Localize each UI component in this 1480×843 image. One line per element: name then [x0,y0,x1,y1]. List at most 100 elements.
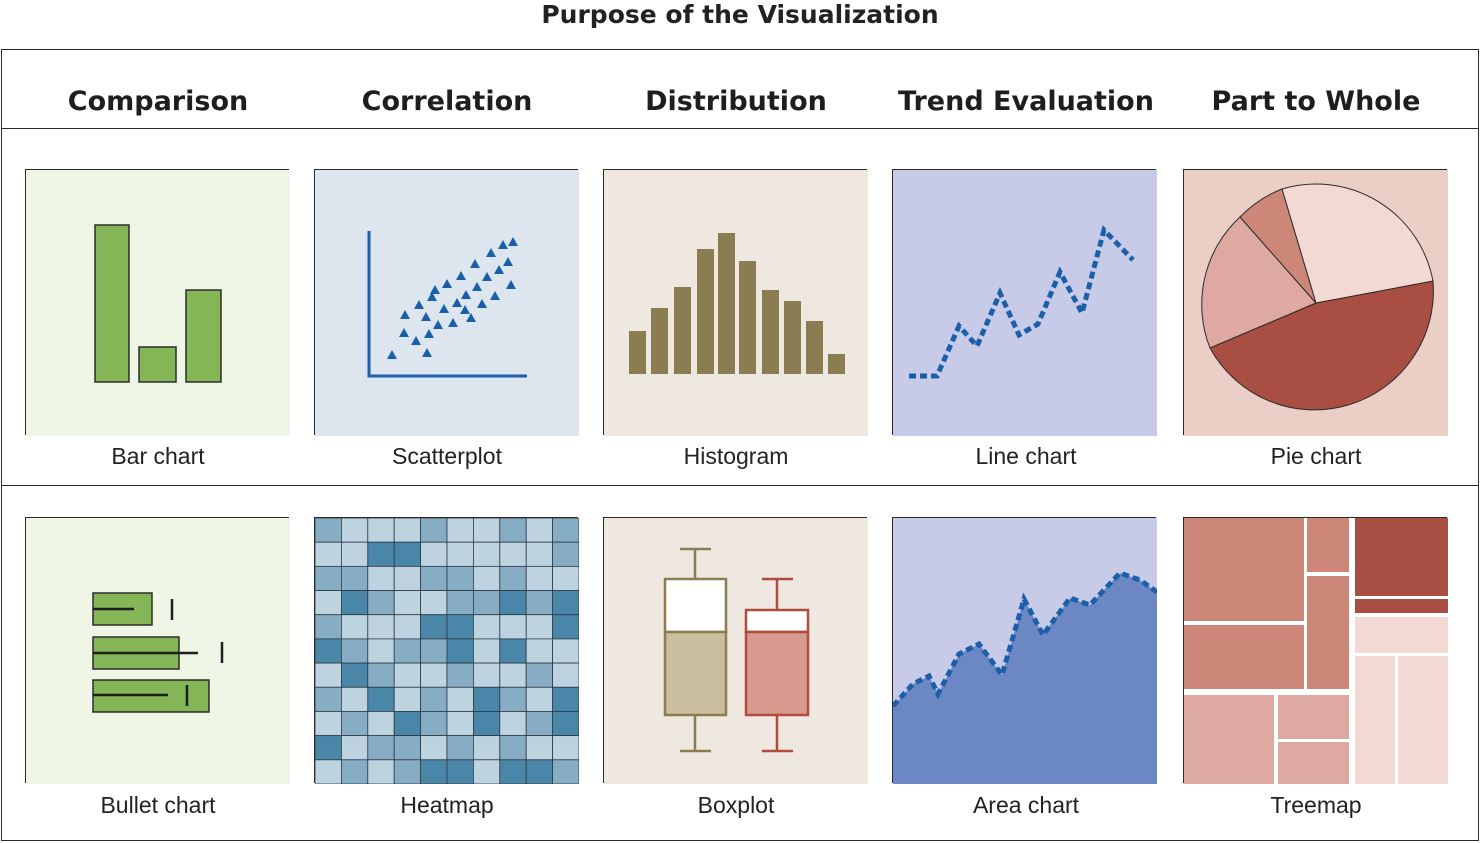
heatmap-cell [420,541,448,567]
scatter-marker [472,282,482,291]
heatmap-cell [340,590,369,616]
heatmap-cell [446,590,474,616]
heatmap-cell [393,614,421,640]
heatmap-cell [472,686,501,712]
scatter-marker [490,291,500,300]
column-header-trend-evaluation: Trend Evaluation [898,86,1154,117]
heatmap-cell [472,711,501,737]
heatmap-cell [367,686,395,712]
heatmap-cell [393,518,421,543]
scatter-marker [494,265,504,274]
heatmap-cell [552,686,579,712]
heatmap-cell [367,662,395,688]
heatmap-icon [314,517,579,784]
heatmap-cell [446,518,474,543]
column-header-part-to-whole: Part to Whole [1211,86,1421,117]
heatmap-cell [367,735,395,761]
row-divider [1,485,1479,486]
heatmap-cell [499,759,527,784]
heatmap-cell [472,590,501,616]
heatmap-cell [340,662,369,688]
heatmap-cell [472,662,501,688]
scatter-marker [421,312,431,321]
heatmap-cell [367,541,395,567]
heatmap-cell [446,638,474,664]
heatmap-cell [499,590,527,616]
heatmap-cell [420,638,448,664]
heatmap-cell [446,711,474,737]
heatmap-cell [367,759,395,784]
column-header-distribution: Distribution [645,86,827,117]
heatmap-cell [499,565,527,591]
heatmap-cell [393,735,421,761]
heatmap-cell [340,614,369,640]
heatmap-cell [393,662,421,688]
heatmap-cell [446,541,474,567]
heatmap-cell [525,590,553,616]
scatter-marker [456,271,466,280]
heatmap-cell [499,711,527,737]
heatmap-cell [446,614,474,640]
heatmap-cell [420,662,448,688]
scatter-marker [387,350,397,359]
scatter-marker [460,305,470,314]
bullet-chart-icon [25,517,290,784]
heatmap-cell [340,759,369,784]
heatmap-cell [315,686,342,712]
heatmap-cell [420,735,448,761]
heatmap-cell [315,541,342,567]
scatter-marker [439,304,449,313]
heatmap-cell [420,590,448,616]
histogram-icon [603,169,868,436]
heatmap-cell [525,711,553,737]
heatmap-cell [340,518,369,543]
scatter-marker [461,290,471,299]
label-line-chart: Line chart [975,443,1077,469]
heatmap-cell [525,565,553,591]
heatmap-cell [472,541,501,567]
heatmap-cell [340,541,369,567]
heatmap-cell [552,759,579,784]
heatmap-cell [499,614,527,640]
heatmap-cell [420,711,448,737]
heatmap-cell [315,638,342,664]
heatmap-cell [393,686,421,712]
heatmap-cell [446,662,474,688]
figure-frame [1,49,1479,841]
heatmap-cell [552,590,579,616]
heatmap-cell [499,541,527,567]
heatmap-cell [472,565,501,591]
scatter-marker [422,348,432,357]
scatter-marker [508,237,518,246]
scatter-marker [448,318,458,327]
heatmap-cell [552,614,579,640]
header-divider [1,128,1479,129]
heatmap-cell [472,735,501,761]
scatter-marker [399,328,409,337]
heatmap-cell [552,711,579,737]
heatmap-cell [499,662,527,688]
scatter-marker [482,272,492,281]
heatmap-cell [472,614,501,640]
scatter-marker [506,280,516,289]
heatmap-cell [446,565,474,591]
heatmap-cell [393,541,421,567]
heatmap-cell [472,759,501,784]
heatmap-cell [340,711,369,737]
heatmap-cell [315,735,342,761]
scatter-marker [430,285,440,294]
scatter-marker [433,320,443,329]
heatmap-cell [525,662,553,688]
label-bullet-chart: Bullet chart [100,792,216,818]
scatter-marker [414,300,424,309]
scatter-marker [503,257,513,266]
column-header-correlation: Correlation [361,86,533,117]
heatmap-cell [552,541,579,567]
heatmap-cell [367,614,395,640]
heatmap-cell [315,614,342,640]
heatmap-cell [446,686,474,712]
heatmap-cell [340,565,369,591]
pie-chart-icon [1183,169,1448,436]
heatmap-cell [393,565,421,591]
scatter-marker [411,336,421,345]
